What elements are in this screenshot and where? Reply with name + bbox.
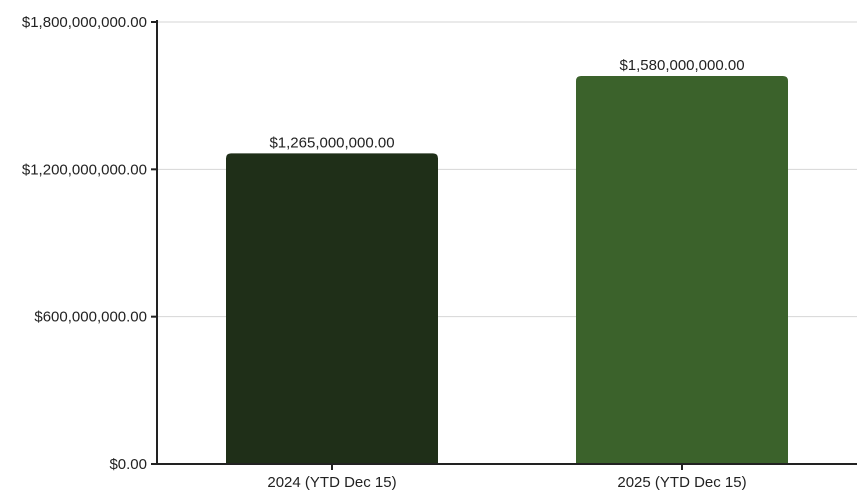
- x-tick-label: 2024 (YTD Dec 15): [267, 474, 396, 491]
- axes: [156, 20, 857, 465]
- y-tick-label: $1,800,000,000.00: [22, 14, 147, 31]
- bar: [576, 76, 788, 465]
- y-tick-label: $0.00: [109, 456, 147, 473]
- bar: [226, 153, 438, 464]
- bar-value-label: $1,265,000,000.00: [269, 134, 394, 151]
- x-axis-ticks: 2024 (YTD Dec 15) 2025 (YTD Dec 15): [267, 464, 747, 491]
- x-tick-label: 2025 (YTD Dec 15): [617, 474, 746, 491]
- y-tick-label: $600,000,000.00: [34, 309, 147, 326]
- bar-value-label: $1,580,000,000.00: [619, 57, 744, 74]
- y-tick-label: $1,200,000,000.00: [22, 161, 147, 178]
- data-labels: $1,265,000,000.00 $1,580,000,000.00: [269, 57, 744, 151]
- y-axis-ticks: $0.00 $600,000,000.00 $1,200,000,000.00 $1,…: [22, 14, 157, 473]
- bars: [226, 76, 788, 465]
